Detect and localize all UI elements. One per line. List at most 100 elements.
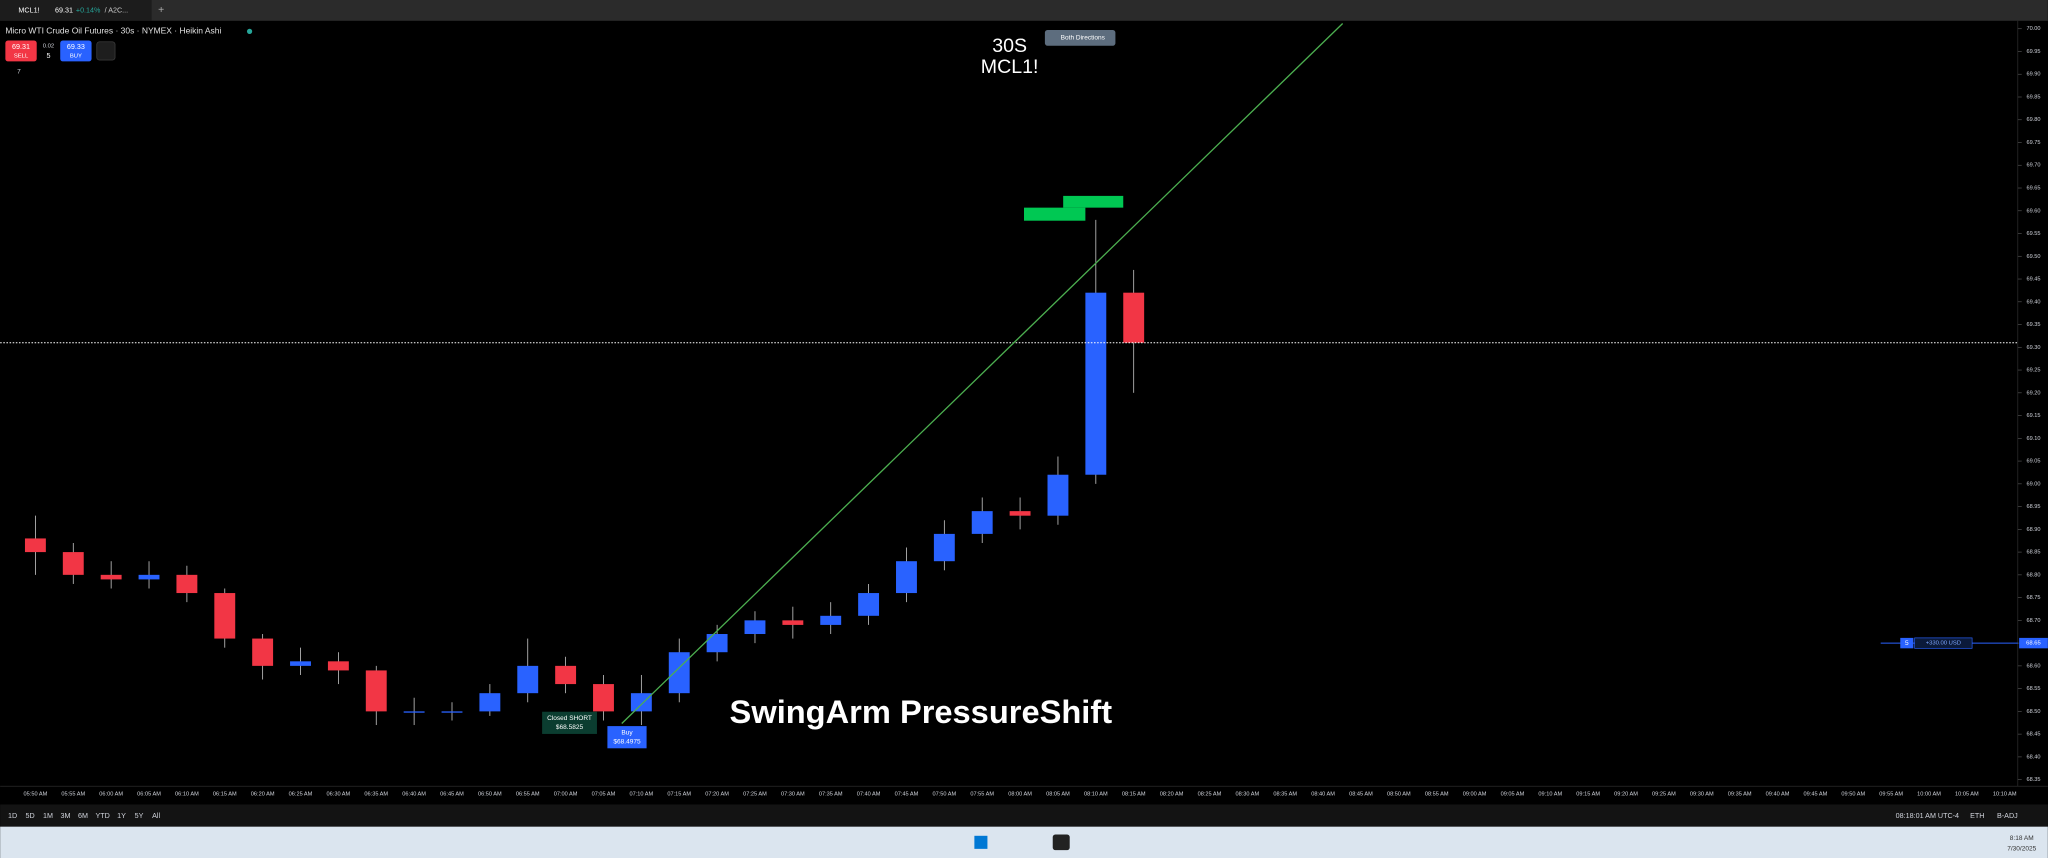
x-tick-label: 06:35 AM <box>364 791 388 797</box>
y-tick-label: 69.80 <box>2026 117 2040 123</box>
x-tick-label: 09:45 AM <box>1804 791 1828 797</box>
y-tick-label: 69.60 <box>2026 208 2040 214</box>
status-dot <box>246 28 253 34</box>
indicator-count[interactable]: 7 <box>17 69 21 76</box>
x-tick-label: 07:50 AM <box>932 791 956 797</box>
trade-price: $68.4975 <box>613 738 641 745</box>
trend-line <box>621 23 1344 724</box>
range-button[interactable]: YTD <box>95 812 109 820</box>
trade-label: Buy <box>621 729 633 736</box>
x-tick-label: 07:05 AM <box>592 791 616 797</box>
candle-body <box>593 684 614 712</box>
x-tick-label: 07:15 AM <box>667 791 691 797</box>
candle-body <box>327 661 349 671</box>
range-button[interactable]: 6M <box>78 812 88 820</box>
app-icon[interactable] <box>1052 834 1070 851</box>
candle-body <box>62 552 84 575</box>
y-tick-label: 68.85 <box>2026 550 2040 556</box>
position-price: 68.65 <box>2026 641 2041 647</box>
x-tick-label: 07:40 AM <box>857 791 881 797</box>
plot: 68.35 68.40 68.45 68.50 68.55 68.60 68.65 68.70… <box>0 26 2041 797</box>
candle-body <box>100 574 122 580</box>
range-button[interactable]: 1Y <box>117 812 126 820</box>
trade-box <box>542 711 597 734</box>
order-menu[interactable] <box>96 41 116 61</box>
x-tick-label: 09:35 AM <box>1728 791 1752 797</box>
adjustment[interactable]: B-ADJ <box>1997 812 2018 820</box>
range-button[interactable]: 1M <box>43 812 53 820</box>
range-button[interactable]: 5Y <box>135 812 144 820</box>
x-tick-label: 06:00 AM <box>99 791 123 797</box>
x-tick-label: 09:40 AM <box>1766 791 1790 797</box>
x-tick-label: 08:05 AM <box>1046 791 1070 797</box>
buy-button[interactable] <box>60 40 92 62</box>
x-tick-label: 08:30 AM <box>1235 791 1259 797</box>
y-tick-label: 69.50 <box>2026 254 2040 260</box>
range-button[interactable]: All <box>152 812 160 820</box>
quantity[interactable]: 5 <box>46 52 50 60</box>
y-tick-label: 69.75 <box>2026 140 2040 146</box>
y-tick-label: 69.90 <box>2026 72 2040 78</box>
y-tick-label: 70.00 <box>2026 26 2040 32</box>
x-tick-label: 06:20 AM <box>251 791 275 797</box>
tag-box <box>1044 30 1116 46</box>
position-price-box <box>2019 637 2048 649</box>
x-tick-label: 06:50 AM <box>478 791 502 797</box>
y-tick-label: 69.55 <box>2026 231 2040 237</box>
y-tick-label: 69.00 <box>2026 481 2040 487</box>
x-tick-label: 08:50 AM <box>1387 791 1411 797</box>
y-tick-label: 69.65 <box>2026 185 2040 191</box>
x-tick-label: 06:45 AM <box>440 791 464 797</box>
start-button[interactable] <box>974 835 988 849</box>
y-tick-label: 68.95 <box>2026 504 2040 510</box>
sell-button[interactable] <box>5 40 37 62</box>
session[interactable]: ETH <box>1970 812 1984 820</box>
x-tick-label: 09:30 AM <box>1690 791 1714 797</box>
y-tick-label: 68.75 <box>2026 595 2040 601</box>
y-tick-label: 69.85 <box>2026 94 2040 100</box>
candle-body <box>630 693 652 712</box>
range-button[interactable]: 1D <box>8 812 17 820</box>
candle-body <box>1047 474 1069 516</box>
y-tick-label: 69.70 <box>2026 163 2040 169</box>
x-tick-label: 07:10 AM <box>630 791 654 797</box>
signal-label <box>1063 195 1124 208</box>
sell-label: SELL <box>14 54 29 60</box>
x-tick-label: 10:10 AM <box>1993 791 2017 797</box>
range-button[interactable]: 5D <box>25 812 34 820</box>
tab[interactable] <box>0 0 152 21</box>
y-tick-label: 68.70 <box>2026 618 2040 624</box>
tab-symbol: MCL1! <box>18 6 39 14</box>
y-tick-label: 68.80 <box>2026 572 2040 578</box>
x-tick-label: 08:10 AM <box>1084 791 1108 797</box>
trade-box <box>607 726 647 749</box>
x-tick-label: 08:55 AM <box>1425 791 1449 797</box>
y-tick-label: 68.35 <box>2026 777 2040 783</box>
x-tick-label: 09:20 AM <box>1614 791 1638 797</box>
candle-body <box>1009 511 1031 516</box>
candle-body <box>668 652 690 694</box>
candle-body <box>744 620 766 635</box>
range-button[interactable]: 3M <box>60 812 70 820</box>
y-tick-label: 69.35 <box>2026 322 2040 328</box>
position-pnl-box <box>1914 637 1973 649</box>
candle-body <box>517 665 539 694</box>
y-tick-label: 68.50 <box>2026 709 2040 715</box>
x-tick-label: 06:55 AM <box>516 791 540 797</box>
x-tick-label: 06:25 AM <box>289 791 313 797</box>
range-buttons: 1D 5D 1M 3M 6M YTD 1Y 5Y All <box>8 812 161 820</box>
y-tick-label: 68.55 <box>2026 686 2040 692</box>
x-tick-label: 08:20 AM <box>1160 791 1184 797</box>
x-tick-label: 09:25 AM <box>1652 791 1676 797</box>
candle-body <box>555 665 577 685</box>
position-pnl: +330.00 USD <box>1926 641 1961 647</box>
new-tab[interactable]: + <box>158 5 164 16</box>
buy-price: 69.33 <box>67 43 85 51</box>
tab-account: / A2C... <box>105 6 129 14</box>
x-tick-label: 08:35 AM <box>1273 791 1297 797</box>
candle-body <box>365 670 387 712</box>
x-tick-label: 07:35 AM <box>819 791 843 797</box>
x-tick-label: 09:50 AM <box>1841 791 1865 797</box>
clock-date: 7/30/2025 <box>2007 846 2036 853</box>
clock-time: 8:18 AM <box>2010 835 2034 842</box>
